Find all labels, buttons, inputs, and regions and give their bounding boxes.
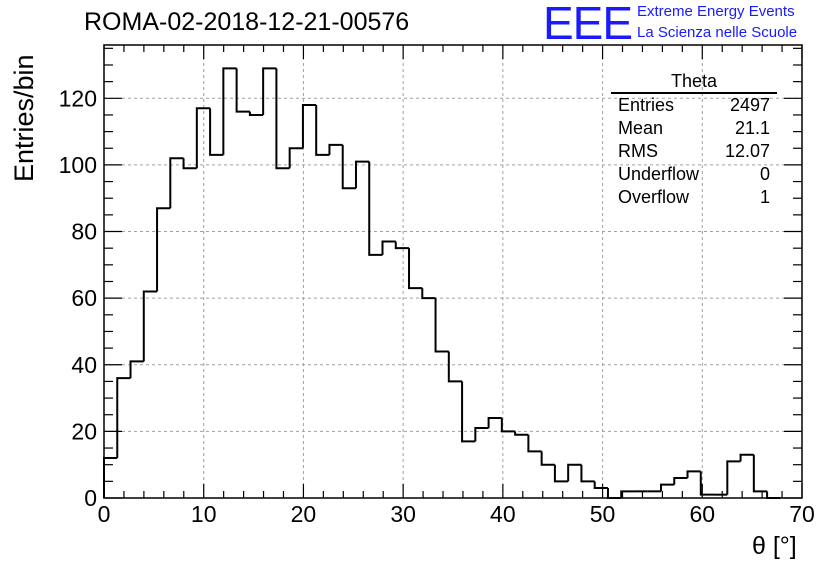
- histogram-bin: [766, 491, 781, 499]
- axis-ticks: [103, 45, 803, 499]
- stats-row-underflow: Underflow 0: [611, 163, 777, 186]
- histogram-bin: [553, 464, 569, 483]
- histogram-bin: [726, 460, 741, 495]
- logo-line-1: Extreme Energy Events: [637, 3, 795, 20]
- stats-label: Mean: [618, 118, 664, 138]
- histogram-bin: [248, 111, 264, 116]
- histogram-bin: [103, 457, 118, 498]
- x-tick-label: 20: [291, 501, 317, 527]
- histogram-bin: [182, 158, 197, 170]
- histogram-bin: [527, 434, 542, 453]
- histogram-bin: [328, 143, 343, 155]
- stats-row-rms: RMS 12.07: [611, 140, 777, 163]
- y-tick-label: 80: [71, 219, 97, 245]
- x-tick-label: 50: [590, 501, 616, 527]
- histogram-bin: [699, 471, 715, 496]
- histogram-bin: [739, 453, 754, 462]
- histogram-bin: [222, 67, 237, 155]
- histogram-bin: [474, 427, 489, 442]
- histogram-bin: [487, 417, 502, 429]
- plot-frame: [103, 44, 803, 499]
- histogram-bin: [368, 161, 383, 256]
- stats-title: Theta: [611, 71, 777, 94]
- x-tick-label: 30: [390, 501, 416, 527]
- histogram-bin: [341, 144, 356, 190]
- y-tick-label: 120: [59, 85, 97, 111]
- histogram-bin: [620, 490, 635, 498]
- stats-value: 21.1: [734, 118, 770, 138]
- histogram-bin: [235, 68, 250, 113]
- histogram-bin: [673, 477, 688, 485]
- histogram-bin: [660, 483, 675, 492]
- x-tick-label: 60: [689, 501, 715, 527]
- x-tick-label: 10: [191, 501, 217, 527]
- y-axis-label: Entries/bin: [9, 54, 39, 182]
- histogram-bin: [514, 431, 529, 436]
- histogram-bin: [447, 351, 463, 383]
- stats-value: 2497: [729, 95, 770, 115]
- histogram-bin: [354, 160, 370, 189]
- histogram-bin: [195, 107, 211, 169]
- histogram-bin: [580, 464, 595, 483]
- histogram-bin: [262, 67, 277, 115]
- stats-box: Theta Entries 2497 Mean 21.1 RMS 12.07 U…: [611, 71, 777, 209]
- stats-value: 12.07: [724, 141, 770, 161]
- histogram-bin: [301, 103, 317, 149]
- stats-label: Underflow: [618, 164, 700, 184]
- histogram-bin: [288, 147, 303, 169]
- y-tick-label: 0: [84, 485, 97, 511]
- histogram-bin: [129, 360, 144, 379]
- x-axis-label: θ [°]: [752, 532, 797, 560]
- x-tick-label: 40: [490, 501, 516, 527]
- y-tick-label: 20: [71, 418, 97, 444]
- stats-label: Overflow: [618, 187, 690, 207]
- y-tick-label: 40: [71, 352, 97, 378]
- eee-logo: EEE: [543, 0, 633, 49]
- stats-row-overflow: Overflow 1: [611, 186, 777, 209]
- histogram-bin: [142, 290, 158, 362]
- histogram-bin: [408, 248, 423, 290]
- histogram-bin: [169, 157, 184, 209]
- y-tick-label: 60: [71, 285, 97, 311]
- stats-label: RMS: [618, 141, 658, 161]
- histogram-bin: [752, 454, 768, 493]
- histogram-bin: [275, 68, 290, 170]
- histogram-bin: [593, 481, 608, 490]
- x-tick-label: 0: [98, 501, 111, 527]
- stats-value: 1: [759, 187, 770, 207]
- chart-title: ROMA-02-2018-12-21-00576: [84, 8, 410, 36]
- histogram-bin: [567, 463, 582, 482]
- histogram-bin: [421, 288, 436, 300]
- histogram-bin: [381, 240, 396, 255]
- stats-label: Entries: [618, 95, 675, 115]
- histogram-bin: [209, 108, 224, 156]
- histogram-bin: [434, 298, 449, 353]
- x-tick-label: 70: [789, 501, 815, 527]
- stats-value: 0: [759, 164, 770, 184]
- grid-lines: [104, 45, 802, 498]
- y-tick-label: 100: [59, 152, 97, 178]
- stats-row-mean: Mean 21.1: [611, 117, 777, 140]
- histogram-bin: [116, 377, 131, 459]
- histogram-bin: [394, 241, 410, 250]
- histogram-bin: [156, 207, 171, 292]
- histogram-bin: [540, 451, 555, 466]
- histogram-bin: [461, 381, 476, 443]
- histogram-bin: [500, 418, 516, 433]
- logo-line-2: La Scienza nelle Scuole: [637, 24, 798, 41]
- stats-row-entries: Entries 2497: [611, 94, 777, 117]
- histogram-bin: [606, 488, 622, 499]
- histogram-bin: [686, 470, 701, 479]
- histogram-bin: [315, 104, 330, 156]
